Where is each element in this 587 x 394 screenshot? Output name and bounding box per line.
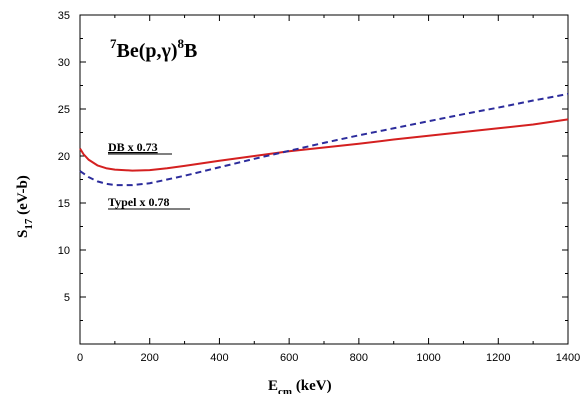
x-tick-label: 400 bbox=[210, 352, 228, 364]
y-tick-label: 20 bbox=[58, 151, 70, 163]
y-axis-label-unit: (eV-b) bbox=[15, 175, 31, 218]
y-tick-label: 5 bbox=[64, 292, 70, 304]
series-db-line bbox=[79, 118, 569, 172]
y-tick-label: 30 bbox=[58, 57, 70, 69]
title-mass-a: 7 bbox=[110, 36, 117, 51]
x-tick-label: 800 bbox=[350, 352, 368, 364]
chart-title: 7Be(p,γ)8B bbox=[110, 36, 197, 62]
x-tick-label: 200 bbox=[141, 352, 159, 364]
x-tick-label: 1000 bbox=[416, 352, 440, 364]
y-axis-label: S17 (eV-b) bbox=[15, 175, 35, 238]
x-axis-label: Ecm (keV) bbox=[268, 378, 332, 394]
x-tick-label: 0 bbox=[77, 352, 83, 364]
x-tick-label: 600 bbox=[280, 352, 298, 364]
title-reaction: Be(p, bbox=[117, 40, 162, 62]
y-axis-label-main: S bbox=[15, 230, 31, 238]
title-product: B bbox=[184, 40, 197, 62]
x-tick-label: 1200 bbox=[486, 352, 510, 364]
x-axis-label-main: E bbox=[268, 378, 278, 394]
y-tick-label: 35 bbox=[58, 10, 70, 22]
x-axis-label-sub: cm bbox=[278, 386, 292, 394]
x-axis-label-unit: (keV) bbox=[292, 378, 332, 394]
x-tick-label: 1400 bbox=[556, 352, 580, 364]
y-axis-label-sub: 17 bbox=[23, 218, 35, 230]
title-close: ) bbox=[171, 40, 178, 62]
series-layer bbox=[79, 92, 569, 187]
y-tick-label: 25 bbox=[58, 104, 70, 116]
title-mass-b: 8 bbox=[178, 36, 185, 51]
series-typel-line bbox=[79, 92, 569, 187]
axis-tick-labels: 0 200 400 600 800 1000 1200 1400 5 10 15 20 25 30 35 bbox=[58, 10, 580, 364]
plot-frame bbox=[79, 14, 569, 345]
y-tick-label: 10 bbox=[58, 245, 70, 257]
label-db: DB x 0.73 bbox=[108, 140, 158, 154]
y-tick-label: 15 bbox=[58, 198, 70, 210]
label-typel: Typel x 0.78 bbox=[108, 195, 169, 209]
title-gamma: γ bbox=[161, 40, 172, 62]
axis-ticks bbox=[79, 14, 569, 345]
